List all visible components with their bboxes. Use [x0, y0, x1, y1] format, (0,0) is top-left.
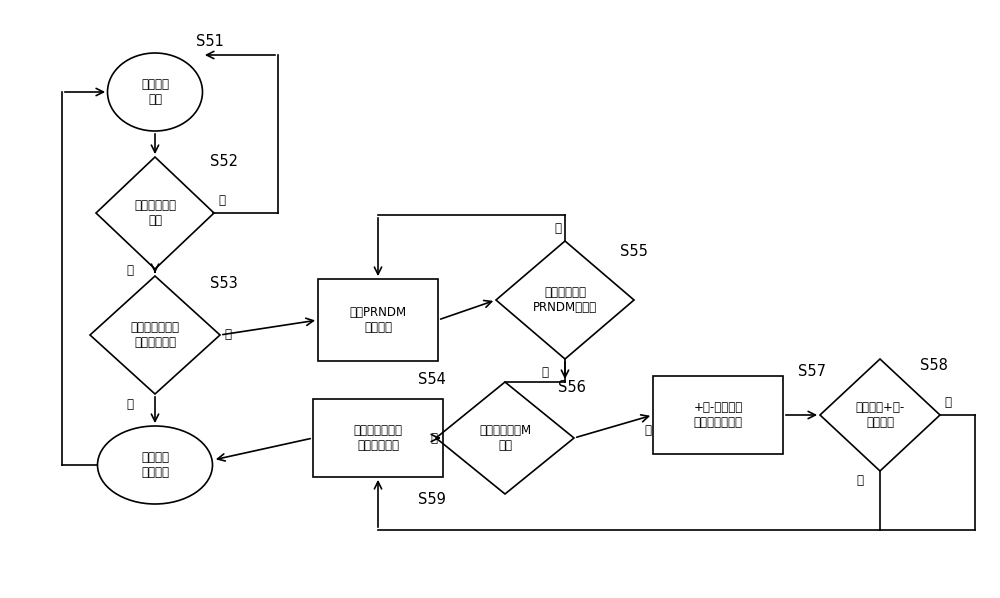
Text: S59: S59 [418, 493, 446, 508]
Bar [653, 376, 783, 454]
Text: S55: S55 [620, 245, 648, 260]
Text: 一次换挡
操作结束: 一次换挡 操作结束 [141, 451, 169, 479]
Text: 否: 否 [554, 221, 562, 234]
Text: 是: 是 [542, 365, 548, 379]
Text: S53: S53 [210, 276, 238, 291]
Text: 点击PRNDM
档位图标: 点击PRNDM 档位图标 [349, 306, 407, 334]
Text: 是否选择+／-
档图标？: 是否选择+／- 档图标？ [855, 401, 905, 429]
Text: 否: 否 [944, 396, 952, 410]
Bar [313, 399, 443, 477]
Text: S57: S57 [798, 365, 826, 380]
Text: S52: S52 [210, 154, 238, 169]
Text: 是: 是 [644, 423, 652, 437]
Bar [318, 279, 438, 361]
Text: 是否触动液晶
屏？: 是否触动液晶 屏？ [134, 199, 176, 227]
Text: 是否点击的是M
档？: 是否点击的是M 档？ [479, 424, 531, 452]
Text: 是: 是 [126, 264, 134, 276]
Text: 否: 否 [126, 398, 134, 411]
Text: 否: 否 [430, 432, 438, 444]
Text: 信号传递给执行
器，驱动换挡: 信号传递给执行 器，驱动换挡 [354, 424, 402, 452]
Text: +／-档图标高
亮，为可选状态: +／-档图标高 亮，为可选状态 [693, 401, 743, 429]
Text: S54: S54 [418, 373, 446, 388]
Text: 是: 是 [224, 328, 232, 341]
Text: 是: 是 [856, 474, 864, 487]
Text: 当前车辆状态是
否适合换挡？: 当前车辆状态是 否适合换挡？ [130, 321, 180, 349]
Text: 否: 否 [218, 194, 226, 206]
Text: S58: S58 [920, 358, 948, 373]
Text: S51: S51 [196, 35, 224, 50]
Text: S56: S56 [558, 380, 586, 395]
Text: 弹出确定要换
PRNDM档吗？: 弹出确定要换 PRNDM档吗？ [533, 286, 597, 314]
Text: 开始选择
档位: 开始选择 档位 [141, 78, 169, 106]
